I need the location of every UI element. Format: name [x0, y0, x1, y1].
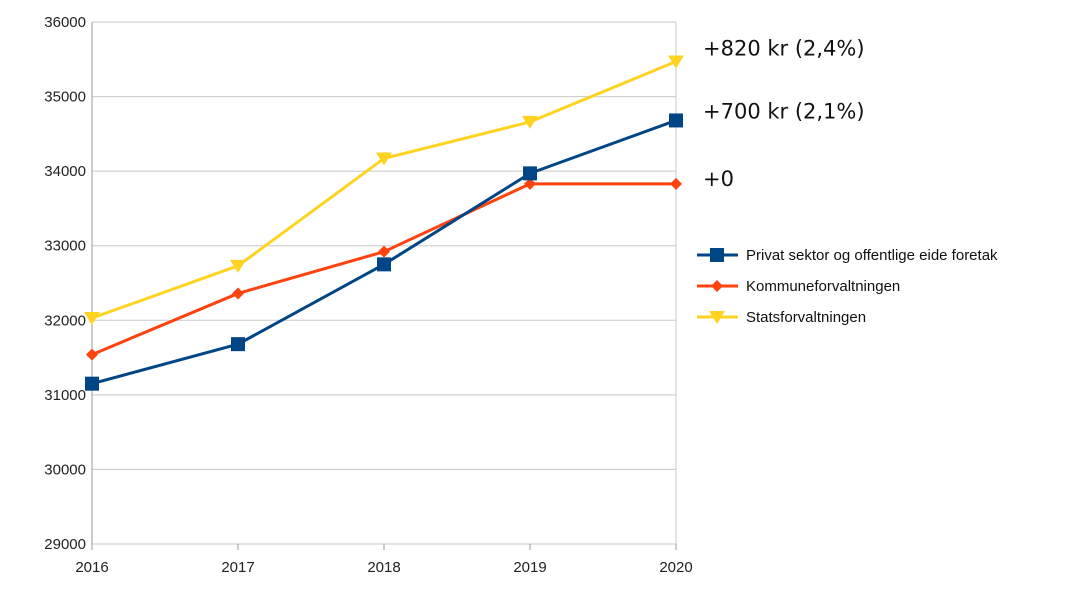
data-point	[669, 113, 683, 128]
legend-label: Statsforvaltningen	[746, 309, 866, 326]
legend-marker	[711, 280, 723, 292]
data-point	[230, 259, 246, 273]
legend: Privat sektor og offentlige eide foretak…	[697, 247, 998, 326]
data-point	[85, 376, 99, 391]
x-tick-label: 2016	[75, 559, 108, 576]
annotation-label: +820 kr (2,4%)	[703, 37, 865, 61]
data-point	[231, 337, 245, 352]
series-lines	[84, 55, 684, 391]
y-tick-label: 36000	[44, 14, 86, 31]
x-tick-label: 2017	[221, 559, 254, 576]
y-tick-label: 33000	[44, 238, 86, 255]
y-tick-label: 34000	[44, 163, 86, 180]
data-point	[232, 287, 244, 300]
data-point	[377, 257, 391, 272]
x-axis-tick-labels: 2016 2017 2018 2019 2020	[75, 544, 693, 576]
x-tick-label: 2020	[659, 559, 692, 576]
data-point	[84, 312, 100, 326]
legend-marker	[710, 248, 724, 262]
y-tick-label: 29000	[44, 536, 86, 553]
series-line	[91, 60, 677, 320]
annotation-label: +0	[703, 167, 734, 191]
data-point	[522, 115, 538, 129]
y-tick-label: 30000	[44, 461, 86, 478]
data-point	[523, 166, 537, 181]
data-point	[86, 348, 98, 361]
y-tick-label: 35000	[44, 89, 86, 106]
y-tick-label: 32000	[44, 312, 86, 329]
x-tick-label: 2019	[513, 559, 546, 576]
legend-label: Kommuneforvaltningen	[746, 278, 900, 295]
legend-marker	[709, 311, 725, 324]
x-tick-label: 2018	[367, 559, 400, 576]
data-point	[376, 152, 392, 166]
y-tick-label: 31000	[44, 387, 86, 404]
legend-label: Privat sektor og offentlige eide foretak	[746, 247, 998, 264]
annotations: +820 kr (2,4%) +700 kr (2,1%) +0	[703, 37, 865, 191]
data-point	[524, 177, 536, 190]
data-point	[668, 55, 684, 69]
annotation-label: +700 kr (2,1%)	[703, 99, 865, 123]
gridlines	[91, 21, 677, 545]
data-point	[670, 177, 682, 190]
y-axis-tick-labels: 29000 30000 31000 32000 33000 34000 35000 36000	[44, 14, 86, 553]
data-point	[378, 245, 390, 258]
